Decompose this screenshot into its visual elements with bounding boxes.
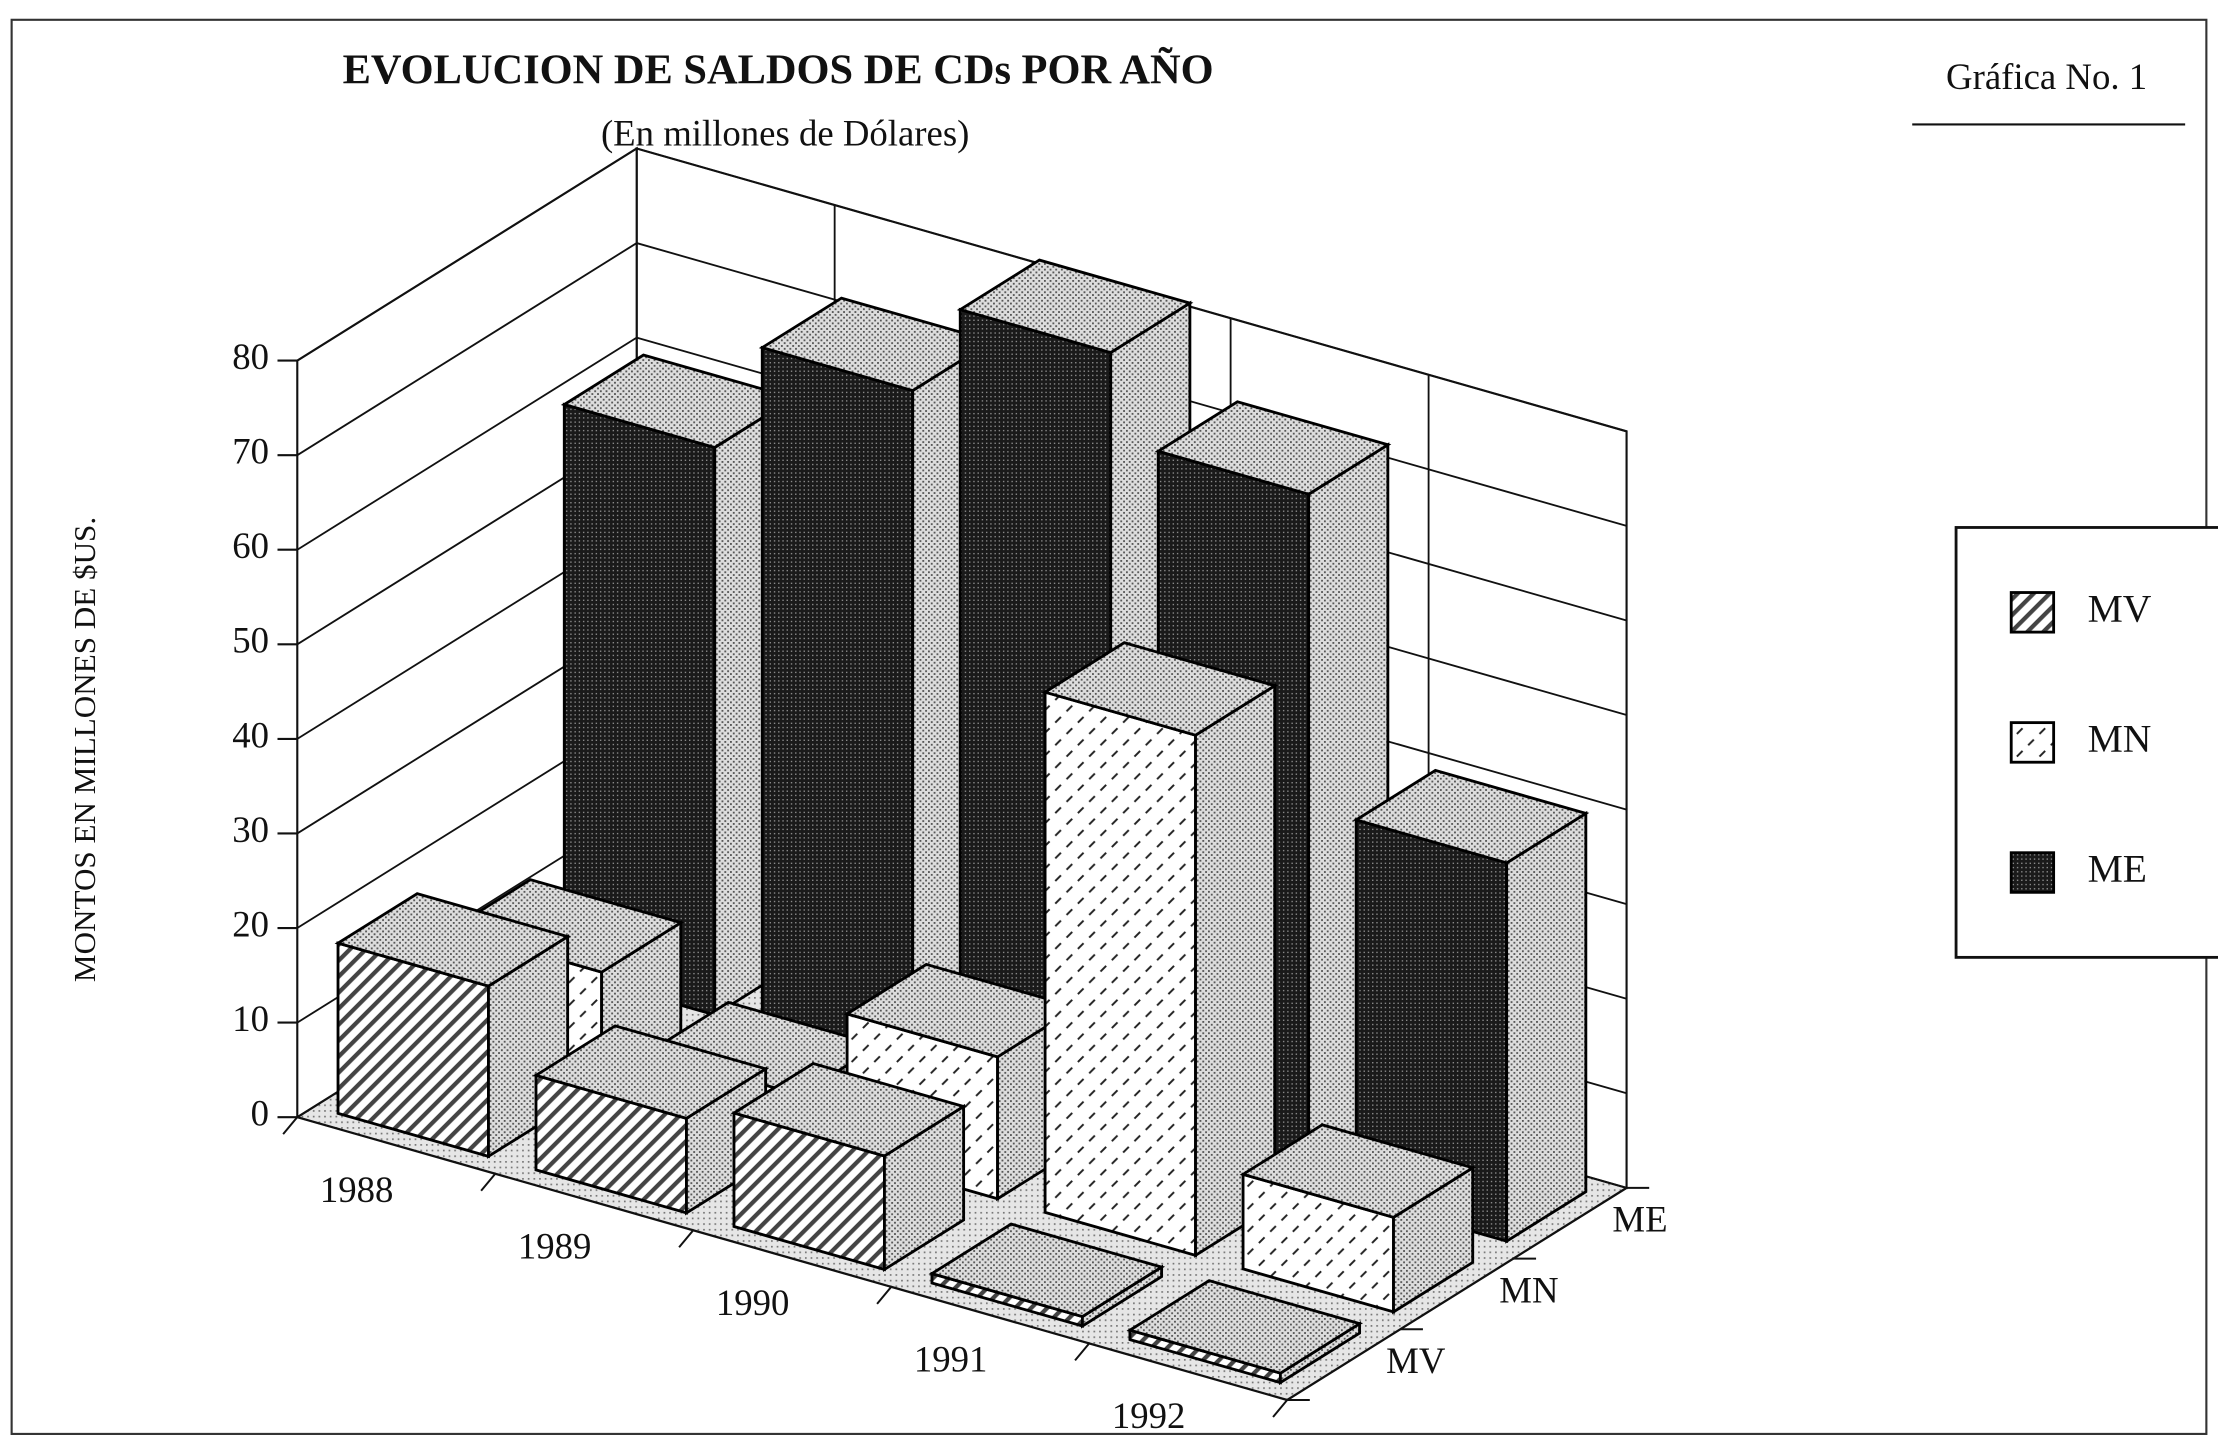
x-tick: [678, 1229, 695, 1248]
x-tick-label: 1989: [518, 1226, 592, 1267]
x-tick: [1272, 1399, 1288, 1418]
bar-top: [1126, 1279, 1364, 1375]
depth-axis: [1286, 1186, 1628, 1401]
bar-top: [1041, 641, 1279, 737]
bar-top: [334, 892, 572, 988]
y-tick-label: 50: [232, 620, 269, 661]
bar-top: [928, 1222, 1166, 1319]
chart-subtitle: (En millones de Dólares): [601, 113, 969, 154]
depth-label: MV: [1386, 1340, 1446, 1381]
bar: [730, 1061, 968, 1273]
x-tick: [1074, 1342, 1090, 1362]
y-tick-label: 30: [232, 809, 269, 850]
depth-label: ME: [1612, 1199, 1667, 1240]
y-tick-label: 40: [232, 714, 269, 755]
legend-swatch: [2009, 721, 2056, 764]
y-tick-label: 70: [232, 431, 269, 472]
legend-swatch: [2009, 851, 2056, 894]
bar-top: [730, 1061, 968, 1158]
x-tick-label: 1991: [914, 1339, 988, 1380]
depth-label: MN: [1499, 1269, 1558, 1310]
grid-line: [296, 147, 638, 362]
bar: [532, 1024, 770, 1216]
bar-top: [532, 1024, 770, 1120]
bar-top: [1352, 768, 1590, 865]
bar: [1126, 1279, 1364, 1386]
bar: [1239, 1123, 1477, 1315]
bar-top: [956, 258, 1194, 355]
x-tick-label: 1992: [1112, 1395, 1186, 1436]
bar: [758, 296, 996, 1075]
x-tick: [282, 1116, 299, 1135]
x-tick: [480, 1173, 497, 1192]
x-tick: [876, 1286, 892, 1305]
y-tick-label: 10: [232, 998, 269, 1039]
y-tick-label: 0: [251, 1093, 269, 1134]
bar-front: [760, 345, 915, 1074]
x-tick-label: 1990: [716, 1282, 790, 1323]
legend-label: MV: [2088, 586, 2152, 630]
bar-front: [1043, 690, 1197, 1258]
y-tick-label: 60: [232, 525, 269, 566]
x-tick-label: 1988: [320, 1169, 394, 1210]
legend-box: [1954, 526, 2218, 959]
bar-side: [1505, 810, 1588, 1244]
grid-line: [296, 242, 638, 456]
y-axis-label: MONTOS EN MILLONES DE $US.: [67, 517, 102, 982]
chart-title: EVOLUCION DE SALDOS DE CDs POR AÑO: [343, 46, 1214, 93]
grid-line: [296, 336, 638, 551]
bar: [334, 892, 572, 1159]
y-tick-label: 20: [232, 903, 269, 944]
legend-label: ME: [2088, 847, 2147, 891]
plot: 0 10 20 30 40 50 60 70 80 1988 1989 1990 1991 1992 MV M…: [232, 146, 1668, 1436]
bar: [928, 1222, 1166, 1329]
y-tick-label: 80: [232, 336, 269, 377]
bar: [1041, 641, 1279, 1258]
bar: [1352, 768, 1590, 1244]
bar-top: [1239, 1123, 1477, 1219]
bar-top: [1154, 400, 1392, 496]
legend: MV MN ME: [2009, 586, 2152, 894]
legend-label: MN: [2088, 716, 2152, 760]
legend-swatch: [2009, 591, 2056, 634]
x-axis: [296, 1116, 1288, 1402]
figure-label: Gráfica No. 1: [1946, 56, 2147, 97]
